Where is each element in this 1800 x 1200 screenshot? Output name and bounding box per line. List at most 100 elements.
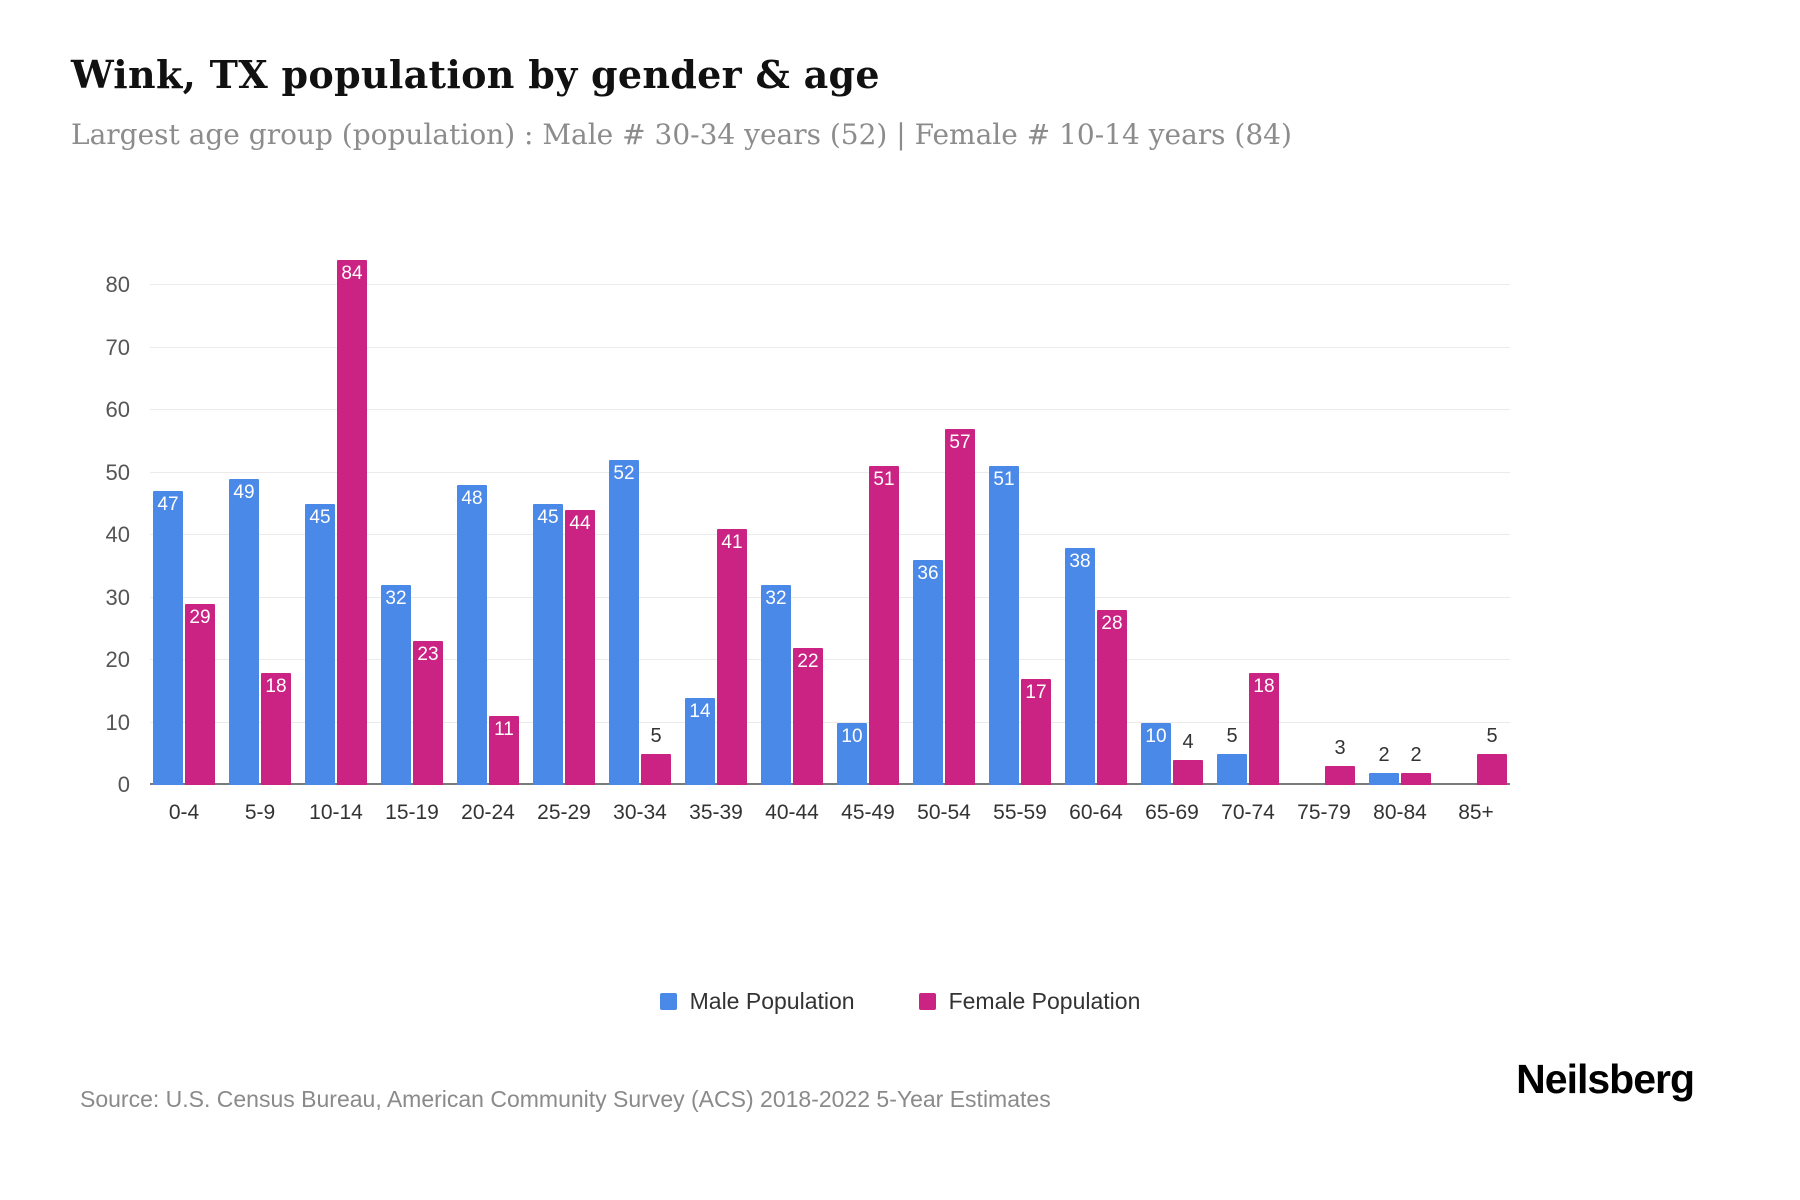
bar-female-80-84[interactable]: 2 — [1401, 744, 1431, 785]
bar-female-55-59[interactable]: 17 — [1021, 678, 1051, 785]
x-tick-label: 35-39 — [689, 801, 743, 824]
bar-value-label: 45 — [537, 506, 559, 528]
bar-group-10-14: 45 84 10-14 — [305, 260, 367, 824]
y-tick-label: 20 — [105, 647, 130, 672]
bar-value-label: 28 — [1101, 613, 1123, 634]
bar-female-30-34[interactable]: 5 — [641, 725, 671, 785]
bar-male-15-19[interactable]: 32 — [381, 585, 411, 785]
bar-female-65-69[interactable]: 4 — [1173, 731, 1203, 785]
x-tick-label: 5-9 — [244, 801, 276, 824]
bar-male-0-4[interactable]: 47 — [153, 491, 183, 785]
x-tick-label: 15-19 — [385, 801, 439, 824]
bar-group-40-44: 32 22 40-44 — [761, 585, 823, 824]
bar-female-10-14[interactable]: 84 — [337, 260, 367, 785]
bar-male-30-34[interactable]: 52 — [609, 460, 639, 785]
bar-group-5-9: 49 18 5-9 — [229, 478, 291, 824]
bar-female-85+[interactable]: 5 — [1477, 725, 1507, 785]
bar-value-label: 47 — [157, 494, 179, 516]
bar-value-label: 52 — [613, 463, 635, 484]
bar-value-label: 18 — [1253, 675, 1275, 697]
bar-female-40-44[interactable]: 22 — [793, 647, 823, 785]
bar-male-65-69[interactable]: 10 — [1141, 722, 1171, 785]
bar-male-40-44[interactable]: 32 — [761, 585, 791, 785]
y-tick-label: 30 — [105, 584, 130, 610]
bar-value-label: 10 — [1145, 725, 1167, 747]
bar-group-35-39: 14 41 35-39 — [685, 528, 747, 824]
x-tick-label: 65-69 — [1145, 801, 1199, 824]
brand-logo: Neilsberg — [1516, 1056, 1695, 1102]
bar-value-label: 18 — [265, 675, 287, 697]
bar-female-50-54[interactable]: 57 — [945, 428, 975, 785]
gridline — [150, 596, 1510, 598]
x-tick-label: 85+ — [1458, 801, 1494, 824]
bar-group-15-19: 32 23 15-19 — [381, 585, 443, 824]
bar-value-label: 10 — [841, 725, 863, 747]
y-tick-label: 10 — [105, 709, 130, 735]
x-axis-line — [150, 783, 1510, 785]
bar-female-20-24[interactable]: 11 — [489, 716, 519, 785]
bar-group-55-59: 51 17 55-59 — [989, 466, 1051, 824]
y-tick-label: 70 — [105, 334, 130, 360]
legend-swatch — [659, 993, 677, 1010]
bar-value-label: 49 — [233, 481, 255, 503]
bar-value-label: 2 — [1378, 743, 1390, 766]
gridline — [150, 534, 1510, 535]
bar-male-45-49[interactable]: 10 — [837, 722, 867, 785]
bar-female-25-29[interactable]: 44 — [565, 510, 595, 785]
bar-male-35-39[interactable]: 14 — [685, 697, 715, 785]
x-tick-label: 45-49 — [841, 801, 895, 824]
x-tick-label: 55-59 — [993, 801, 1047, 824]
gridline — [150, 409, 1510, 410]
bar-male-10-14[interactable]: 45 — [305, 503, 335, 785]
bar-female-75-79[interactable]: 3 — [1325, 737, 1355, 785]
x-tick-label: 0-4 — [168, 801, 200, 824]
bar-value-label: 41 — [721, 531, 743, 553]
bar-groups: 47 29 0-4 49 18 5-9 45 84 10-14 32 23 15-19 48 11 20-2… — [150, 250, 1510, 824]
bar-value-label: 4 — [1182, 731, 1194, 753]
bar-group-65-69: 10 4 65-69 — [1141, 722, 1203, 824]
gridline — [150, 284, 1510, 285]
bar-male-70-74[interactable]: 5 — [1217, 725, 1247, 785]
bar-value-label: 57 — [949, 431, 971, 453]
bar-value-label: 3 — [1334, 737, 1346, 760]
bar-value-label: 38 — [1069, 550, 1091, 572]
legend-item-male[interactable]: Male Population — [659, 988, 855, 1015]
bar-male-20-24[interactable]: 48 — [457, 485, 487, 785]
bar-male-60-64[interactable]: 38 — [1065, 547, 1095, 785]
bar-value-label: 84 — [341, 263, 363, 284]
legend-label: Female Population — [948, 988, 1141, 1014]
chart-legend: Male Population Female Population — [0, 988, 1800, 1015]
bar-female-35-39[interactable]: 41 — [717, 528, 747, 785]
bar-value-label: 45 — [309, 506, 331, 528]
bar-value-label: 17 — [1025, 681, 1047, 703]
bar-group-80-84: 2 2 80-84 — [1369, 744, 1431, 824]
bar-female-15-19[interactable]: 23 — [413, 641, 443, 785]
x-tick-label: 80-84 — [1373, 801, 1427, 824]
bar-value-label: 51 — [993, 469, 1015, 491]
bar-female-45-49[interactable]: 51 — [869, 466, 899, 785]
x-tick-label: 30-34 — [613, 801, 667, 824]
gridline — [150, 471, 1510, 473]
bar-male-25-29[interactable]: 45 — [533, 503, 563, 785]
bar-female-5-9[interactable]: 18 — [261, 672, 291, 785]
bar-female-70-74[interactable]: 18 — [1249, 672, 1279, 785]
bar-group-50-54: 36 57 50-54 — [913, 428, 975, 824]
legend-item-female[interactable]: Female Population — [918, 988, 1141, 1015]
bar-male-55-59[interactable]: 51 — [989, 466, 1019, 785]
legend-swatch — [918, 993, 936, 1010]
bar-male-50-54[interactable]: 36 — [913, 560, 943, 785]
x-tick-label: 70-74 — [1221, 801, 1275, 824]
bar-female-60-64[interactable]: 28 — [1097, 610, 1127, 785]
bar-group-70-74: 5 18 70-74 — [1217, 672, 1279, 824]
bar-value-label: 11 — [494, 719, 514, 741]
y-tick-label: 40 — [105, 522, 130, 547]
bar-group-60-64: 38 28 60-64 — [1065, 547, 1127, 824]
bar-value-label: 36 — [917, 563, 939, 584]
bar-male-80-84[interactable]: 2 — [1369, 744, 1399, 785]
x-tick-label: 75-79 — [1297, 801, 1351, 824]
bar-male-5-9[interactable]: 49 — [229, 478, 259, 785]
bar-value-label: 2 — [1410, 743, 1422, 766]
bar-female-0-4[interactable]: 29 — [185, 603, 215, 785]
bar-value-label: 48 — [461, 488, 483, 509]
